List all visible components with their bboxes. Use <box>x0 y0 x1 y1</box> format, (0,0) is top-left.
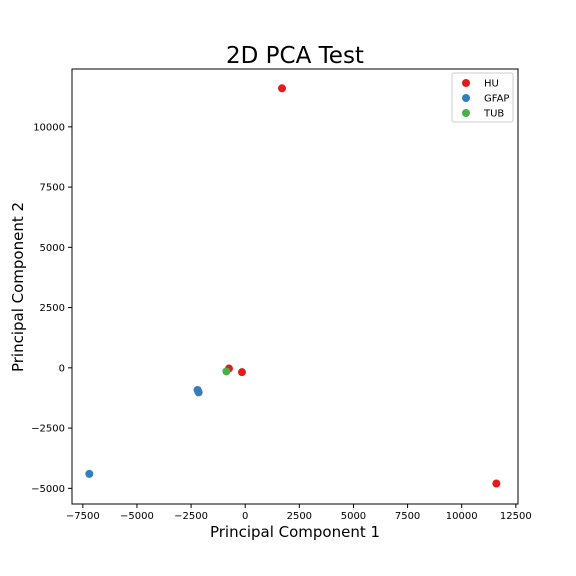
y-tick-label: −5000 <box>31 484 65 495</box>
plot-area <box>85 84 501 488</box>
x-tick-label: 10000 <box>446 511 478 522</box>
data-point-gfap <box>194 387 203 396</box>
x-tick-label: 0 <box>242 511 248 522</box>
data-point-tub <box>222 367 231 376</box>
x-tick-label: 5000 <box>341 511 366 522</box>
legend-label-tub: TUB <box>483 109 504 120</box>
legend-marker-hu <box>462 79 470 87</box>
x-tick-label: 7500 <box>395 511 420 522</box>
y-tick-label: 7500 <box>40 183 65 194</box>
y-tick-label: −2500 <box>31 424 65 435</box>
legend-label-gfap: GFAP <box>484 94 509 105</box>
legend-label-hu: HU <box>484 79 499 90</box>
x-tick-label: −7500 <box>66 511 100 522</box>
x-tick-label: −2500 <box>174 511 208 522</box>
data-point-hu <box>237 368 246 377</box>
y-axis: −5000 −2500 0 2500 5000 7500 10000 <box>31 122 72 495</box>
y-tick-label: 0 <box>59 363 65 374</box>
x-tick-label: −5000 <box>120 511 154 522</box>
data-point-gfap <box>85 469 94 478</box>
data-point-hu <box>278 84 287 93</box>
legend: HU GFAP TUB <box>451 72 514 123</box>
plot-frame <box>71 68 519 505</box>
x-tick-label: 2500 <box>287 511 312 522</box>
y-tick-label: 2500 <box>40 303 65 314</box>
x-axis-label: Principal Component 1 <box>210 523 380 541</box>
chart-title: 2D PCA Test <box>226 43 364 69</box>
data-point-hu <box>492 479 501 488</box>
y-tick-label: 5000 <box>40 243 65 254</box>
legend-marker-gfap <box>462 94 470 102</box>
x-tick-label: 12500 <box>500 511 532 522</box>
y-axis-label: Principal Component 2 <box>9 202 27 372</box>
y-tick-label: 10000 <box>33 122 65 133</box>
x-axis: −7500 −5000 −2500 0 2500 5000 7500 10000 12500 <box>66 504 532 522</box>
legend-marker-tub <box>462 109 470 117</box>
